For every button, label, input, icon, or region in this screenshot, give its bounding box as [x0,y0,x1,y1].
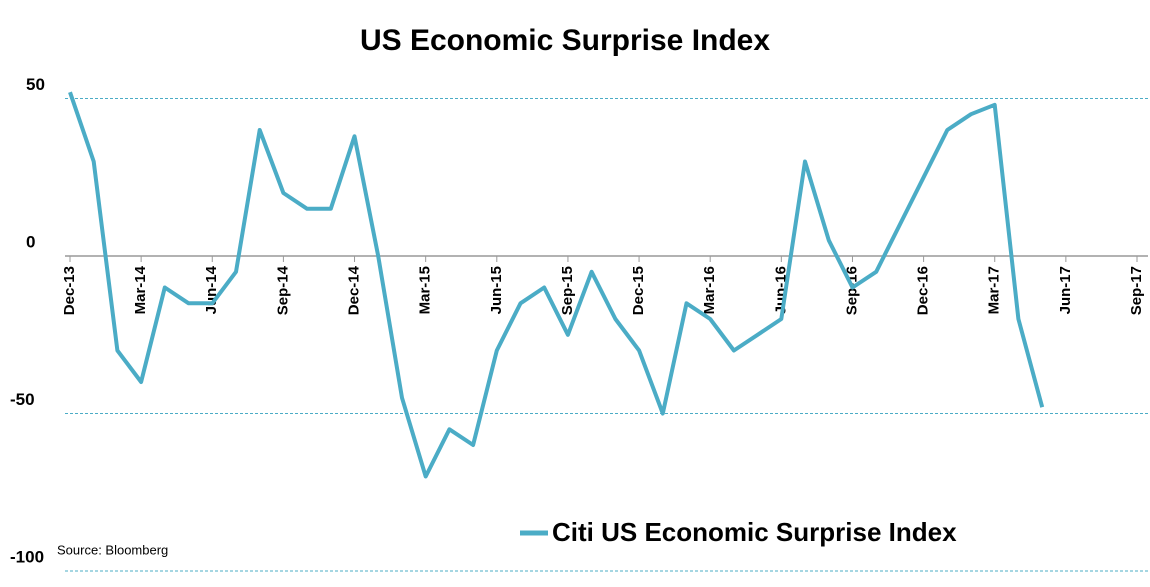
y-tick-label: 50 [26,75,45,94]
y-tick-label: -100 [10,547,44,566]
y-tick-label: 0 [26,232,35,251]
x-tick-label: Sep-17 [1128,266,1145,315]
x-tick-label: Sep-15 [559,266,576,315]
x-tick-label: Dec-13 [61,266,78,315]
x-tick-label: Jun-14 [203,265,220,314]
x-tick-label: Sep-14 [274,265,291,315]
x-tick-label: Jun-17 [1057,266,1074,314]
series-line [68,91,1045,479]
x-tick-label: Mar-15 [417,266,434,314]
x-tick-label: Dec-15 [630,266,647,315]
source-note: Source: Bloomberg [57,542,168,557]
legend-label: Citi US Economic Surprise Index [552,517,957,547]
x-tick-label: Dec-16 [915,266,932,315]
x-tick-label: Jun-15 [488,266,505,314]
y-tick-label: -50 [10,390,35,409]
x-tick-label: Mar-14 [132,265,149,314]
x-tick-label: Dec-14 [346,265,363,315]
chart-title: US Economic Surprise Index [360,24,770,57]
x-tick-label: Mar-17 [986,266,1003,314]
x-tick-label: Mar-16 [701,266,718,314]
